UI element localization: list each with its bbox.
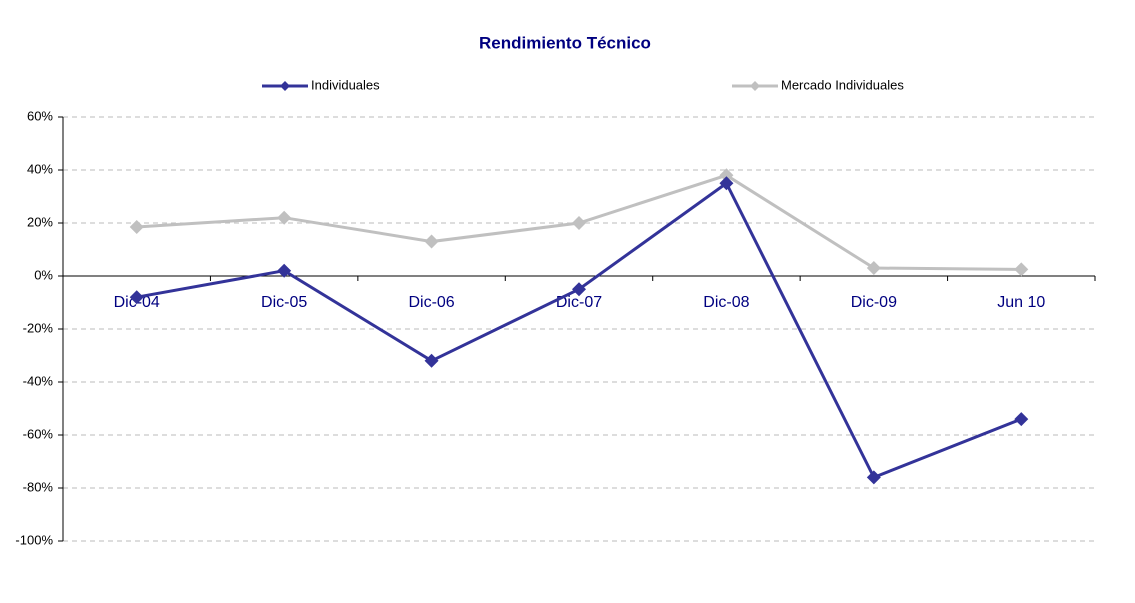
legend-marker <box>280 81 290 91</box>
y-tick-label: 40% <box>27 161 53 176</box>
y-tick-label: 0% <box>34 267 53 282</box>
y-tick-label: -100% <box>15 532 53 547</box>
point-marker <box>572 282 586 297</box>
legend-marker <box>750 81 760 91</box>
point-marker <box>129 290 144 305</box>
x-tick-label: Dic-08 <box>703 294 749 311</box>
y-tick-label: -20% <box>23 320 54 335</box>
y-tick-label: -40% <box>23 373 54 388</box>
point-marker <box>1014 262 1029 277</box>
x-tick-label: Dic-09 <box>851 294 897 311</box>
y-tick-label: -60% <box>23 426 54 441</box>
point-marker <box>129 219 144 234</box>
point-marker <box>719 176 734 191</box>
point-marker <box>572 216 586 230</box>
y-tick-label: 20% <box>27 214 53 229</box>
legend-label: Individuales <box>311 77 380 92</box>
point-marker <box>277 263 292 278</box>
y-tick-label: 60% <box>27 108 53 123</box>
point-marker <box>424 234 439 249</box>
chart-title: Rendimiento Técnico <box>479 33 651 52</box>
point-marker <box>424 353 439 368</box>
y-tick-label: -80% <box>23 479 54 494</box>
point-marker <box>719 168 734 183</box>
x-tick-label: Dic-05 <box>261 294 307 311</box>
x-tick-label: Jun 10 <box>997 294 1045 311</box>
point-marker <box>866 470 881 485</box>
x-tick-label: Dic-07 <box>556 294 602 311</box>
x-tick-label: Dic-06 <box>408 294 454 311</box>
point-marker <box>866 261 881 276</box>
point-marker <box>1014 412 1029 427</box>
point-marker <box>277 210 292 225</box>
legend-label: Mercado Individuales <box>781 77 904 92</box>
